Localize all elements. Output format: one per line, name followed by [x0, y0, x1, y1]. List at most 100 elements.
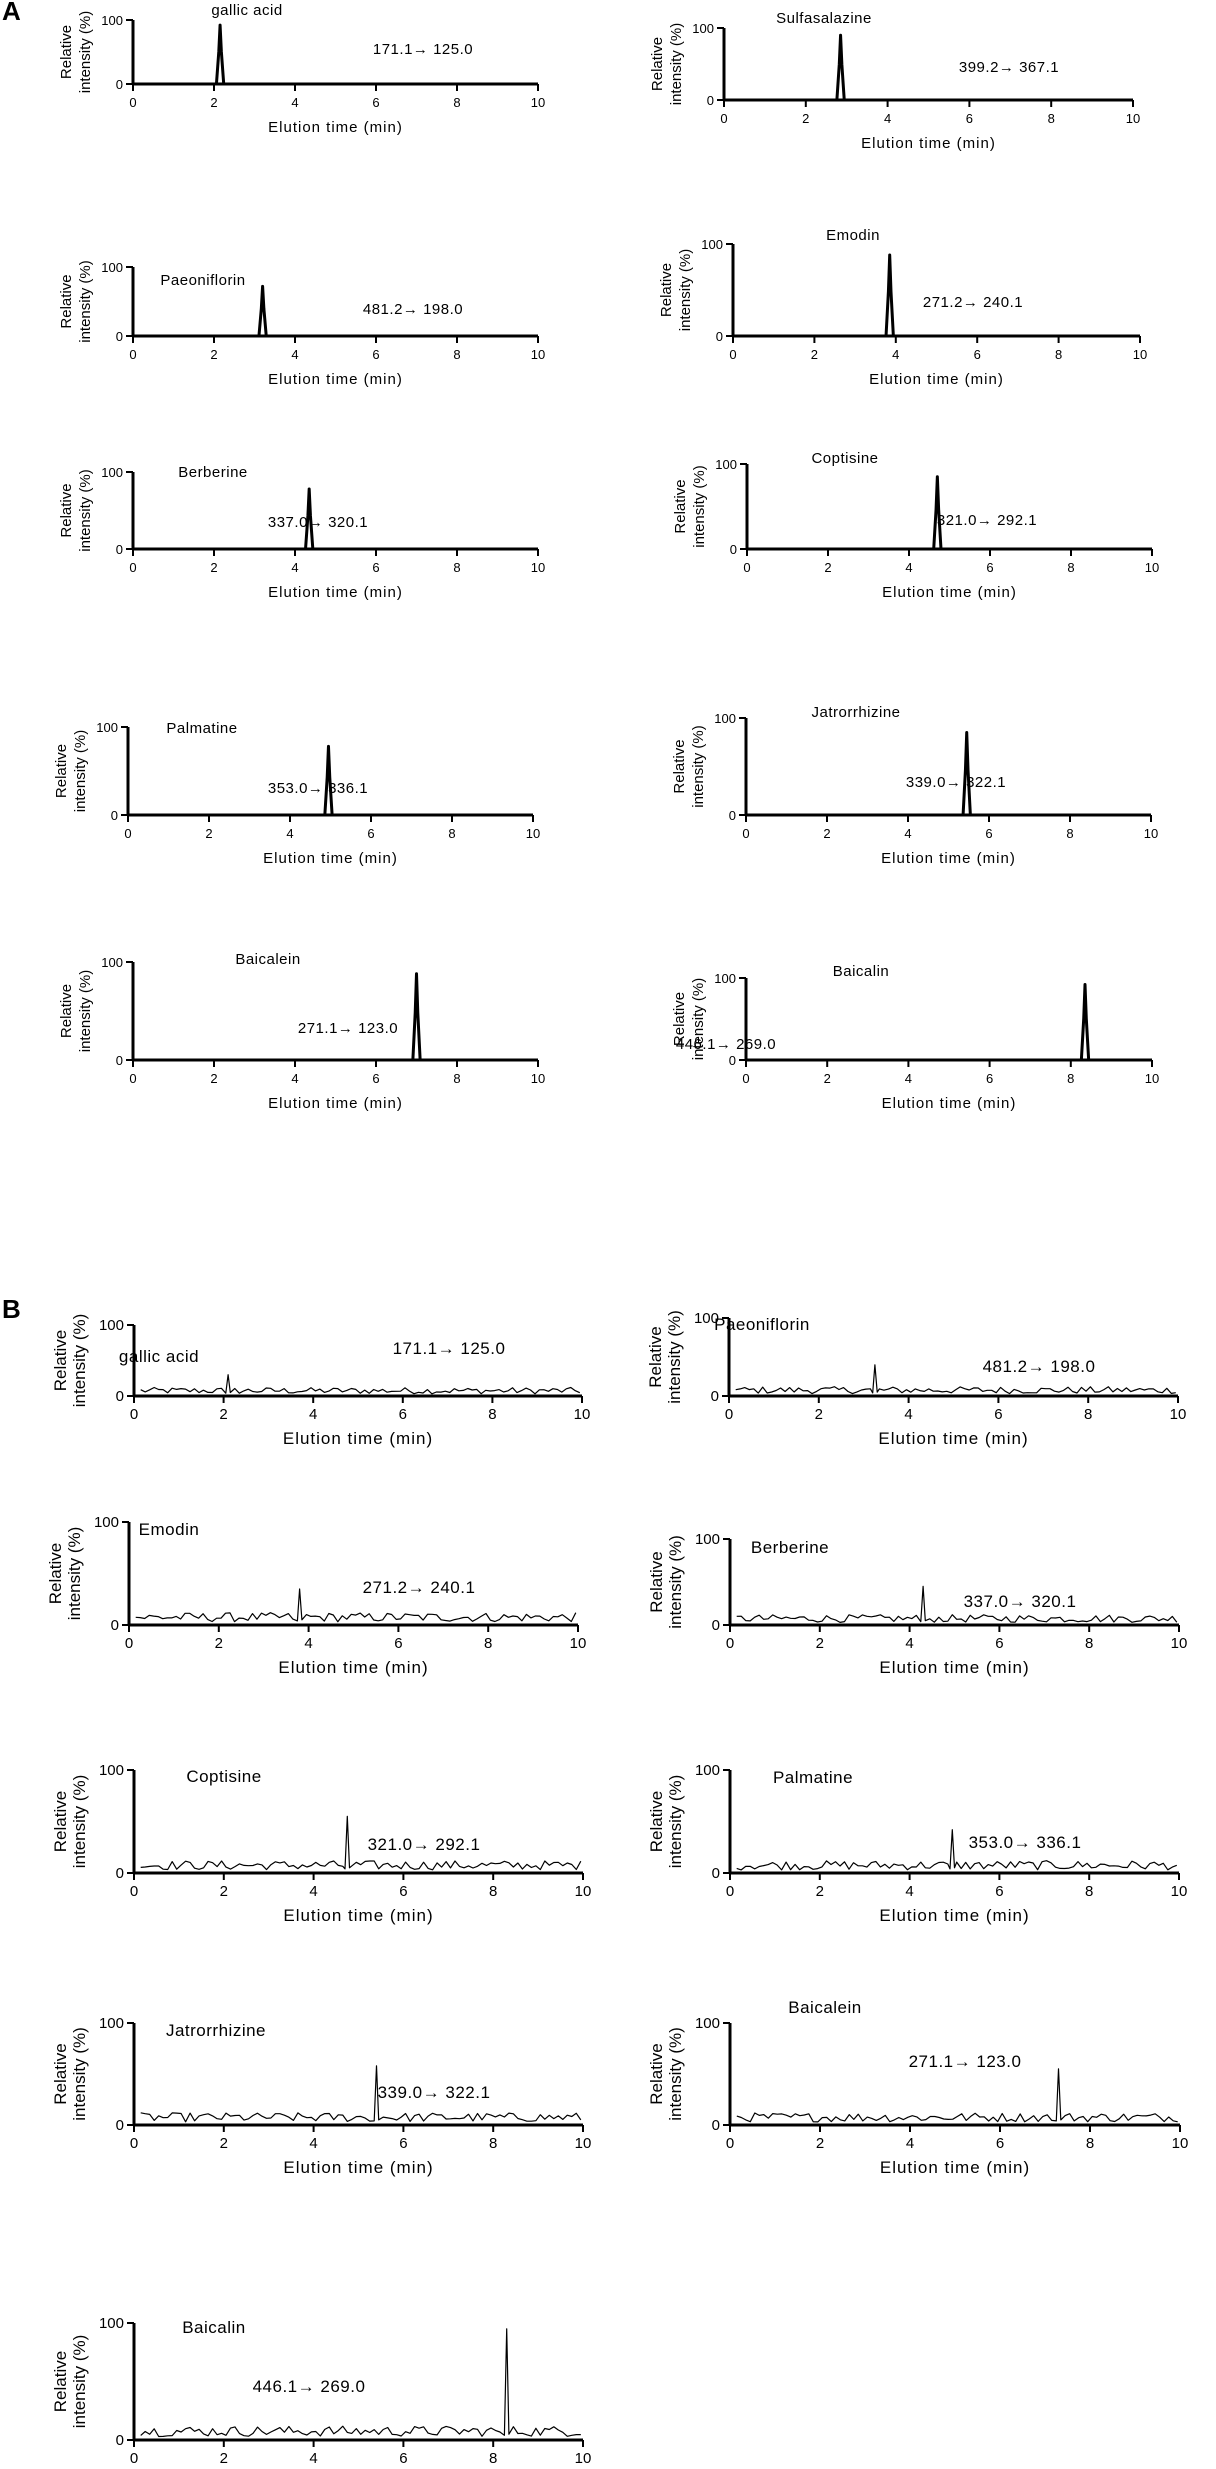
x-tick-label: 8	[1055, 347, 1062, 362]
y-axis-label-line-1: Relative	[58, 25, 75, 79]
y-axis-label-line-1: Relative	[58, 274, 75, 328]
mrm-transition-label: 321.0→ 292.1	[937, 512, 1037, 529]
x-tick-label: 10	[531, 560, 545, 575]
chromatogram-trace	[746, 731, 1151, 817]
mrm-transition-label: 271.2→ 240.1	[923, 294, 1023, 311]
x-tick-label: 2	[816, 1635, 824, 1652]
x-axis-label: Elution time (min)	[283, 1906, 433, 1925]
compound-label: gallic acid	[119, 1347, 199, 1366]
y-axis-label-line-2: intensity (%)	[70, 1314, 89, 1408]
y-axis-label-line-1: Relative	[647, 1551, 666, 1612]
x-axis-label: Elution time (min)	[268, 371, 403, 388]
x-tick-label: 8	[1066, 826, 1073, 841]
y-axis-label-line-1: Relative	[671, 739, 688, 793]
x-tick-label: 6	[399, 2135, 407, 2152]
compound-label: Sulfasalazine	[776, 10, 872, 27]
x-tick-label: 8	[1067, 1071, 1074, 1086]
x-tick-label: 4	[309, 1406, 317, 1423]
y-tick-label: 0	[730, 542, 737, 557]
x-tick-label: 0	[130, 1883, 138, 1900]
x-tick-label: 6	[372, 560, 379, 575]
x-tick-label: 4	[905, 1883, 913, 1900]
y-tick-label: 100	[96, 720, 118, 735]
x-tick-label: 6	[996, 2135, 1004, 2152]
mrm-transition-label: 271.1→ 123.0	[298, 1020, 398, 1037]
x-axis-label: Elution time (min)	[878, 1429, 1028, 1448]
compound-label: Jatrorrhizine	[166, 2021, 266, 2040]
x-tick-label: 2	[220, 1883, 228, 1900]
chromatogram-trace	[140, 2328, 581, 2438]
x-tick-label: 10	[575, 2135, 592, 2152]
x-tick-label: 0	[129, 1071, 136, 1086]
y-axis-label-line-1: Relative	[51, 1330, 70, 1391]
y-tick-label: 0	[116, 2117, 124, 2134]
x-tick-label: 10	[1172, 2135, 1189, 2152]
y-tick-label: 100	[94, 1514, 119, 1531]
y-tick-label: 0	[116, 1053, 123, 1068]
x-axis-label: Elution time (min)	[882, 1095, 1017, 1112]
x-tick-label: 0	[130, 1406, 138, 1423]
compound-label: Baicalin	[182, 2318, 246, 2337]
y-tick-label: 0	[116, 1388, 124, 1405]
x-axis-label: Elution time (min)	[268, 119, 403, 136]
x-tick-label: 2	[205, 826, 212, 841]
x-tick-label: 8	[453, 560, 460, 575]
compound-label: Jatrorrhizine	[811, 704, 900, 721]
y-tick-label: 100	[99, 1317, 124, 1334]
x-tick-label: 8	[1086, 2135, 1094, 2152]
y-tick-label: 0	[712, 2117, 720, 2134]
x-tick-label: 0	[726, 2135, 734, 2152]
x-tick-label: 0	[125, 1635, 133, 1652]
y-tick-label: 0	[116, 329, 123, 344]
x-tick-label: 4	[905, 1071, 912, 1086]
y-axis-label-line-1: Relative	[53, 744, 70, 798]
compound-label: Palmatine	[166, 720, 237, 737]
x-tick-label: 6	[986, 560, 993, 575]
y-tick-label: 100	[695, 2015, 720, 2032]
y-tick-label: 100	[692, 21, 714, 36]
x-axis-label: Elution time (min)	[879, 1906, 1029, 1925]
y-tick-label: 100	[694, 1310, 719, 1327]
y-tick-label: 0	[712, 1865, 720, 1882]
y-tick-label: 100	[695, 1531, 720, 1548]
x-tick-label: 4	[905, 560, 912, 575]
x-tick-label: 2	[823, 826, 830, 841]
x-tick-label: 4	[892, 347, 899, 362]
x-tick-label: 2	[210, 1071, 217, 1086]
x-tick-label: 10	[531, 1071, 545, 1086]
y-tick-label: 0	[111, 808, 118, 823]
compound-label: Baicalein	[788, 1998, 862, 2017]
x-tick-label: 4	[304, 1635, 312, 1652]
compound-label: Emodin	[139, 1520, 200, 1539]
x-tick-label: 0	[726, 1635, 734, 1652]
x-tick-label: 2	[210, 560, 217, 575]
x-tick-label: 8	[1048, 111, 1055, 126]
chromatogram-trace	[135, 1588, 577, 1623]
x-tick-label: 6	[372, 1071, 379, 1086]
x-tick-label: 8	[453, 1071, 460, 1086]
x-tick-label: 2	[210, 347, 217, 362]
compound-label: Baicalein	[235, 951, 300, 968]
chromatogram-trace	[733, 253, 1140, 338]
mrm-transition-label: 337.0→ 320.1	[964, 1592, 1077, 1611]
x-tick-label: 2	[816, 2135, 824, 2152]
mrm-transition-label: 399.2→ 367.1	[959, 59, 1059, 76]
y-tick-label: 100	[99, 2015, 124, 2032]
x-axis-label: Elution time (min)	[278, 1658, 428, 1677]
y-tick-label: 100	[714, 711, 736, 726]
mrm-transition-label: 446.1→ 269.0	[676, 1036, 776, 1053]
x-tick-label: 0	[742, 826, 749, 841]
x-tick-label: 10	[1170, 1406, 1187, 1423]
y-axis-label-line-2: intensity (%)	[666, 2027, 685, 2121]
x-tick-label: 10	[575, 2450, 592, 2467]
compound-label: Coptisine	[186, 1767, 261, 1786]
chromatogram-trace	[736, 2068, 1178, 2123]
x-tick-label: 2	[824, 560, 831, 575]
y-tick-label: 0	[716, 329, 723, 344]
y-axis-label-line-2: intensity (%)	[77, 469, 94, 552]
x-tick-label: 4	[291, 560, 298, 575]
mrm-transition-label: 339.0→ 322.1	[378, 2083, 491, 2102]
x-tick-label: 8	[489, 1883, 497, 1900]
x-tick-label: 0	[742, 1071, 749, 1086]
